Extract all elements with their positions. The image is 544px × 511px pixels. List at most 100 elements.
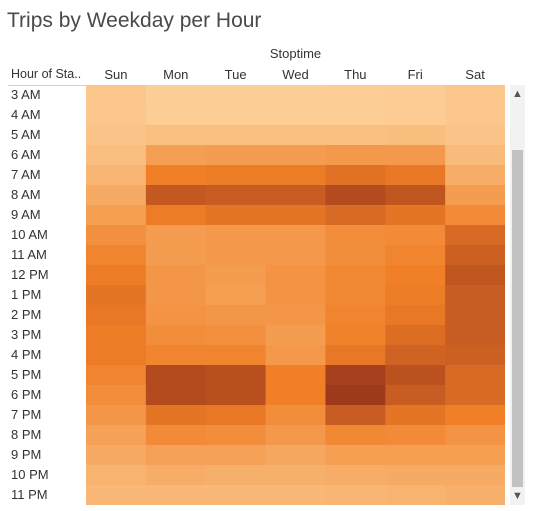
heatmap-cell-sun-8am[interactable]	[86, 185, 147, 206]
heatmap-cell-fri-5pm[interactable]	[385, 365, 446, 386]
heatmap-cell-fri-4am[interactable]	[385, 105, 446, 126]
heatmap-cell-mon-6pm[interactable]	[145, 385, 207, 406]
heatmap-cell-thu-9pm[interactable]	[325, 445, 386, 466]
heatmap-cell-sun-7am[interactable]	[86, 165, 147, 186]
heatmap-cell-fri-1pm[interactable]	[385, 285, 446, 306]
heatmap-cell-thu-8pm[interactable]	[325, 425, 386, 446]
heatmap-cell-sun-3am[interactable]	[86, 85, 147, 106]
heatmap-cell-sat-3pm[interactable]	[445, 325, 505, 346]
heatmap-cell-tue-9pm[interactable]	[205, 445, 267, 466]
heatmap-cell-mon-9am[interactable]	[145, 205, 207, 226]
heatmap-cell-tue-11am[interactable]	[205, 245, 267, 266]
heatmap-cell-tue-1pm[interactable]	[205, 285, 267, 306]
heatmap-cell-tue-6am[interactable]	[205, 145, 267, 166]
heatmap-cell-wed-11pm[interactable]	[265, 485, 326, 505]
heatmap-cell-wed-12pm[interactable]	[265, 265, 326, 286]
heatmap-cell-tue-7pm[interactable]	[205, 405, 267, 426]
heatmap-cell-wed-4am[interactable]	[265, 105, 326, 126]
heatmap-cell-thu-5pm[interactable]	[325, 365, 386, 386]
heatmap-cell-fri-10pm[interactable]	[385, 465, 446, 486]
heatmap-cell-wed-4pm[interactable]	[265, 345, 326, 366]
heatmap-cell-wed-8pm[interactable]	[265, 425, 326, 446]
heatmap-cell-sat-7pm[interactable]	[445, 405, 505, 426]
heatmap-cell-tue-3pm[interactable]	[205, 325, 267, 346]
heatmap-cell-fri-9am[interactable]	[385, 205, 446, 226]
heatmap-cell-fri-5am[interactable]	[385, 125, 446, 146]
heatmap-cell-mon-10pm[interactable]	[145, 465, 207, 486]
heatmap-cell-tue-7am[interactable]	[205, 165, 267, 186]
heatmap-cell-fri-9pm[interactable]	[385, 445, 446, 466]
heatmap-cell-sat-10am[interactable]	[445, 225, 505, 246]
heatmap-cell-sat-12pm[interactable]	[445, 265, 505, 286]
heatmap-cell-sat-10pm[interactable]	[445, 465, 505, 486]
heatmap-cell-sun-3pm[interactable]	[86, 325, 147, 346]
heatmap-cell-fri-2pm[interactable]	[385, 305, 446, 326]
heatmap-cell-sun-10am[interactable]	[86, 225, 147, 246]
heatmap-cell-thu-4am[interactable]	[325, 105, 386, 126]
heatmap-cell-mon-11am[interactable]	[145, 245, 207, 266]
heatmap-cell-sat-7am[interactable]	[445, 165, 505, 186]
heatmap-cell-sun-8pm[interactable]	[86, 425, 147, 446]
heatmap-cell-tue-8pm[interactable]	[205, 425, 267, 446]
heatmap-cell-sun-4pm[interactable]	[86, 345, 147, 366]
heatmap-cell-tue-11pm[interactable]	[205, 485, 267, 505]
heatmap-cell-mon-5pm[interactable]	[145, 365, 207, 386]
heatmap-cell-wed-3am[interactable]	[265, 85, 326, 106]
heatmap-cell-sun-6pm[interactable]	[86, 385, 147, 406]
heatmap-cell-sun-9pm[interactable]	[86, 445, 147, 466]
heatmap-cell-sun-10pm[interactable]	[86, 465, 147, 486]
heatmap-cell-wed-7am[interactable]	[265, 165, 326, 186]
heatmap-cell-fri-4pm[interactable]	[385, 345, 446, 366]
heatmap-cell-wed-1pm[interactable]	[265, 285, 326, 306]
heatmap-cell-thu-10am[interactable]	[325, 225, 386, 246]
heatmap-cell-fri-3pm[interactable]	[385, 325, 446, 346]
heatmap-cell-sun-4am[interactable]	[86, 105, 147, 126]
heatmap-cell-mon-4pm[interactable]	[145, 345, 207, 366]
heatmap-cell-thu-7am[interactable]	[325, 165, 386, 186]
heatmap-cell-thu-8am[interactable]	[325, 185, 386, 206]
heatmap-cell-mon-9pm[interactable]	[145, 445, 207, 466]
scroll-up-icon[interactable]: ▲	[512, 88, 523, 100]
heatmap-cell-tue-6pm[interactable]	[205, 385, 267, 406]
heatmap-cell-thu-6pm[interactable]	[325, 385, 386, 406]
heatmap-cell-fri-7am[interactable]	[385, 165, 446, 186]
heatmap-cell-sun-6am[interactable]	[86, 145, 147, 166]
heatmap-cell-thu-6am[interactable]	[325, 145, 386, 166]
heatmap-cell-thu-9am[interactable]	[325, 205, 386, 226]
heatmap-cell-sat-11am[interactable]	[445, 245, 505, 266]
heatmap-cell-sat-5am[interactable]	[445, 125, 505, 146]
heatmap-cell-sat-5pm[interactable]	[445, 365, 505, 386]
heatmap-cell-thu-11pm[interactable]	[325, 485, 386, 505]
heatmap-cell-wed-8am[interactable]	[265, 185, 326, 206]
heatmap-cell-sat-11pm[interactable]	[445, 485, 505, 505]
heatmap-cell-wed-2pm[interactable]	[265, 305, 326, 326]
heatmap-cell-tue-10am[interactable]	[205, 225, 267, 246]
heatmap-cell-tue-9am[interactable]	[205, 205, 267, 226]
heatmap-cell-tue-8am[interactable]	[205, 185, 267, 206]
heatmap-cell-fri-11am[interactable]	[385, 245, 446, 266]
heatmap-cell-sun-11pm[interactable]	[86, 485, 147, 505]
heatmap-cell-mon-6am[interactable]	[145, 145, 207, 166]
heatmap-cell-thu-5am[interactable]	[325, 125, 386, 146]
heatmap-cell-thu-4pm[interactable]	[325, 345, 386, 366]
heatmap-cell-wed-6pm[interactable]	[265, 385, 326, 406]
heatmap-cell-sat-4pm[interactable]	[445, 345, 505, 366]
heatmap-cell-sun-5am[interactable]	[86, 125, 147, 146]
heatmap-cell-tue-12pm[interactable]	[205, 265, 267, 286]
heatmap-cell-wed-10am[interactable]	[265, 225, 326, 246]
heatmap-cell-fri-7pm[interactable]	[385, 405, 446, 426]
scroll-thumb[interactable]	[512, 150, 523, 487]
row-dimension-header[interactable]: Hour of Sta..	[11, 67, 82, 81]
heatmap-cell-sat-9am[interactable]	[445, 205, 505, 226]
heatmap-cell-fri-12pm[interactable]	[385, 265, 446, 286]
heatmap-cell-tue-2pm[interactable]	[205, 305, 267, 326]
heatmap-cell-thu-2pm[interactable]	[325, 305, 386, 326]
heatmap-cell-sun-2pm[interactable]	[86, 305, 147, 326]
heatmap-cell-fri-11pm[interactable]	[385, 485, 446, 505]
heatmap-cell-sun-7pm[interactable]	[86, 405, 147, 426]
heatmap-cell-sat-2pm[interactable]	[445, 305, 505, 326]
heatmap-cell-wed-3pm[interactable]	[265, 325, 326, 346]
heatmap-cell-mon-5am[interactable]	[145, 125, 207, 146]
heatmap-cell-thu-3am[interactable]	[325, 85, 386, 106]
heatmap-cell-tue-5am[interactable]	[205, 125, 267, 146]
